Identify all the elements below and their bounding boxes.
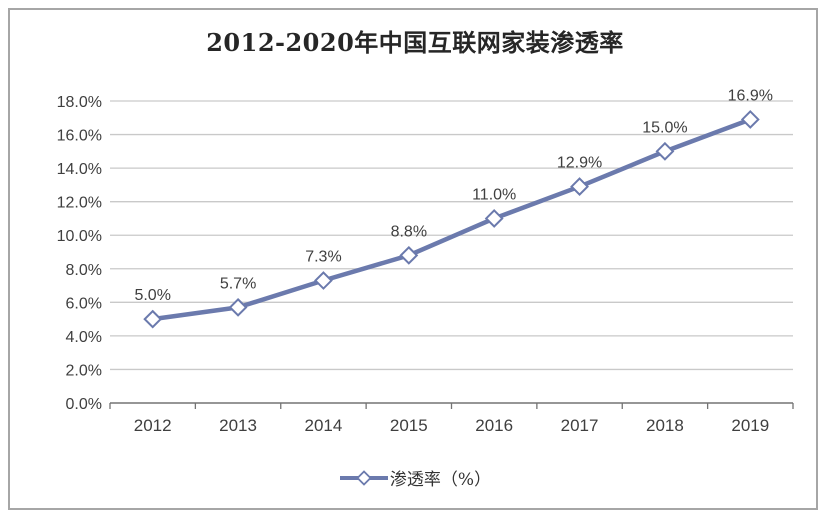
x-tick-label: 2018 — [646, 416, 684, 435]
y-tick-label: 18.0% — [57, 94, 102, 111]
data-point-marker — [740, 110, 760, 129]
y-tick-label: 4.0% — [66, 329, 102, 346]
y-tick-label: 10.0% — [57, 228, 102, 245]
x-tick-label: 2015 — [390, 416, 428, 435]
data-label: 5.7% — [220, 275, 256, 292]
y-tick-label: 16.0% — [57, 128, 102, 145]
x-tick-label: 2016 — [475, 416, 513, 435]
x-tick-label: 2013 — [219, 416, 257, 435]
y-tick-label: 12.0% — [57, 195, 102, 212]
chart-title: 2012-2020年中国互联网家装渗透率 — [206, 28, 624, 57]
y-tick-label: 2.0% — [66, 362, 102, 379]
legend-label: 渗透率（%） — [389, 470, 492, 490]
data-point-marker — [484, 209, 504, 228]
data-label: 5.0% — [134, 287, 170, 304]
legend-line-marker-icon — [339, 469, 388, 486]
data-point-marker — [228, 297, 248, 317]
y-tick-label: 6.0% — [66, 295, 102, 312]
y-tick-label: 14.0% — [57, 161, 102, 178]
legend: 渗透率（%） — [0, 465, 830, 490]
data-point-marker — [314, 271, 333, 290]
x-tick-label: 2017 — [561, 416, 599, 435]
data-point-marker — [655, 141, 675, 161]
data-label: 16.9% — [728, 87, 773, 104]
x-tick-label: 2019 — [731, 416, 769, 435]
series-line — [150, 117, 753, 322]
data-label: 12.9% — [557, 155, 602, 172]
data-label: 7.3% — [305, 249, 341, 266]
data-point-marker — [143, 309, 163, 329]
data-point-marker — [570, 177, 589, 196]
y-tick-label: 8.0% — [66, 262, 102, 279]
data-label: 11.0% — [472, 186, 516, 203]
data-point-marker — [399, 245, 419, 265]
data-label: 15.0% — [642, 119, 687, 136]
x-tick-label: 2014 — [305, 416, 343, 435]
x-tick-label: 2012 — [134, 416, 172, 435]
y-tick-label: 0.0% — [66, 396, 102, 413]
data-label: 8.8% — [391, 223, 427, 240]
